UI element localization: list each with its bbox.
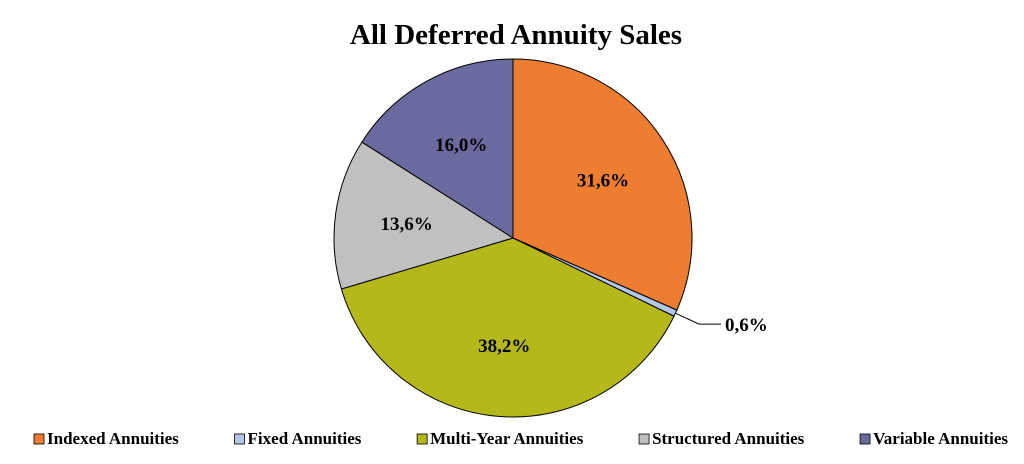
legend-label-variable-annuities: Variable Annuities <box>873 429 1008 448</box>
legend-swatch-structured-annuities <box>638 433 650 445</box>
legend-swatch-fixed-annuities <box>234 433 245 445</box>
leader-lines <box>675 312 722 325</box>
pie-slices <box>333 58 693 418</box>
legend-item-fixed-annuities: Fixed Annuities <box>234 429 362 448</box>
legend-swatch-multi-year-annuities <box>416 433 428 445</box>
legend-label-multi-year-annuities: Multi-Year Annuities <box>430 429 584 448</box>
slice-structured-annuities <box>333 141 514 290</box>
legend-item-multi-year-annuities: Multi-Year Annuities <box>416 429 584 448</box>
chart-title: All Deferred Annuity Sales <box>350 19 682 51</box>
legend-label-structured-annuities: Structured Annuities <box>652 429 805 448</box>
slice-label-variable-annuities: 16,0% <box>435 135 487 156</box>
legend-swatch-indexed-annuities <box>33 433 45 445</box>
legend: Indexed Annuities Fixed Annuities Multi-Ye… <box>33 429 1008 448</box>
slice-label-multi-year-annuities: 38,2% <box>478 336 530 357</box>
slice-label-fixed-annuities: 0,6% <box>725 315 768 336</box>
legend-swatch-variable-annuities <box>859 433 871 445</box>
slice-label-indexed-annuities: 31,6% <box>577 170 629 191</box>
legend-item-structured-annuities: Structured Annuities <box>638 429 805 448</box>
slice-multi-year-annuities <box>340 237 675 418</box>
slice-labels: 31,6% 0,6% 38,2% 13,6% 16,0% <box>380 135 767 357</box>
legend-label-fixed-annuities: Fixed Annuities <box>248 429 362 448</box>
legend-item-variable-annuities: Variable Annuities <box>859 429 1008 448</box>
slice-variable-annuities <box>361 58 514 239</box>
slice-label-structured-annuities: 13,6% <box>380 214 432 235</box>
legend-item-indexed-annuities: Indexed Annuities <box>33 429 179 448</box>
slice-indexed-annuities <box>512 58 693 311</box>
leader-line-fixed-annuities <box>675 312 722 325</box>
legend-label-indexed-annuities: Indexed Annuities <box>47 429 179 448</box>
